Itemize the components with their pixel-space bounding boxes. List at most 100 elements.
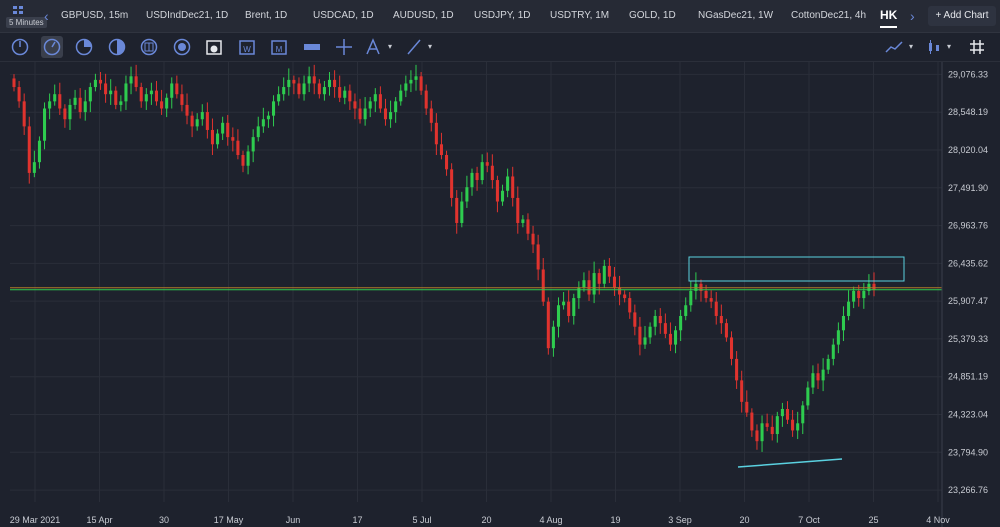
tab-gold[interactable]: GOLD, 1D <box>629 10 676 21</box>
layout-grid-icon[interactable] <box>13 6 23 14</box>
candle-body <box>791 419 795 431</box>
calendar-icon[interactable] <box>205 38 223 56</box>
candle <box>729 331 734 366</box>
caret-down-icon[interactable]: ▾ <box>947 42 952 51</box>
candle <box>648 322 652 344</box>
candle-body <box>394 101 398 113</box>
candle-body <box>333 79 337 88</box>
price-chart[interactable]: 26,066.46 29,076.33 28,548.19 28,020.04 27,… <box>0 62 1000 527</box>
candle <box>93 73 97 92</box>
candle <box>307 66 311 93</box>
time-tick-label: 3 Sep <box>668 515 692 525</box>
candle-body <box>307 76 311 84</box>
candle-body <box>93 79 97 88</box>
candle-body <box>536 244 540 270</box>
calendar-icon[interactable]: M <box>270 38 288 56</box>
tab-usdjpy[interactable]: USDJPY, 1D <box>474 10 531 21</box>
candle <box>389 100 393 128</box>
candle-body <box>704 290 708 299</box>
caret-down-icon[interactable]: ▾ <box>909 42 914 51</box>
candle-body <box>531 233 535 245</box>
candle <box>709 290 713 309</box>
candle-body <box>450 169 454 198</box>
candle <box>129 66 133 95</box>
time-tick-label: 7 Oct <box>798 515 820 525</box>
candle-body <box>439 144 443 156</box>
crosshair-icon[interactable] <box>335 38 353 56</box>
fib-icon[interactable] <box>364 38 382 56</box>
add-chart-button[interactable]: + Add Chart <box>928 6 996 26</box>
candle <box>429 100 433 132</box>
candle <box>338 75 342 103</box>
candle-body <box>129 76 133 84</box>
tab-ngas[interactable]: NGasDec21, 1W <box>698 10 774 21</box>
candle-body <box>612 276 616 288</box>
candle-body <box>663 323 667 334</box>
candle <box>312 64 316 95</box>
candle <box>470 168 474 196</box>
candle-body <box>98 79 103 84</box>
candle <box>287 68 291 96</box>
candle-body <box>32 162 36 173</box>
candle-body <box>124 83 128 102</box>
pie-icon[interactable] <box>75 38 93 56</box>
candle <box>139 82 143 108</box>
indicator-icon[interactable] <box>885 38 903 56</box>
candle-body <box>816 373 820 381</box>
candle <box>419 72 423 95</box>
candle <box>556 297 561 338</box>
candle <box>816 363 820 389</box>
candle <box>190 111 194 138</box>
interval-badge[interactable]: 5 Minutes <box>6 17 47 28</box>
tab-brent[interactable]: Brent, 1D <box>245 10 288 21</box>
candle-body <box>12 78 16 88</box>
tab-audusd[interactable]: AUDUSD, 1D <box>393 10 454 21</box>
candle <box>450 163 454 207</box>
tab-gbpusd[interactable]: GBPUSD, 15m <box>61 10 129 21</box>
candle-body <box>628 298 632 313</box>
line-tool-icon[interactable] <box>405 38 423 56</box>
hashtag-icon[interactable] <box>968 38 986 56</box>
tab-usdtry[interactable]: USDTRY, 1M <box>550 10 610 21</box>
candle-body <box>27 126 31 173</box>
caret-down-icon[interactable]: ▾ <box>388 42 393 51</box>
caret-down-icon[interactable]: ▾ <box>428 42 433 51</box>
circle-grid-icon[interactable] <box>173 38 191 56</box>
candle-body <box>175 83 179 95</box>
clock-icon[interactable] <box>11 38 29 56</box>
candle-body <box>445 155 449 170</box>
calendar-icon[interactable]: W <box>238 38 256 56</box>
candle <box>847 290 851 321</box>
candle-body <box>775 416 779 435</box>
candle-type-icon[interactable] <box>925 38 943 56</box>
candle-body <box>282 87 286 95</box>
candle-body <box>841 315 845 331</box>
price-tick-label: 23,794.90 <box>948 447 988 457</box>
half-circle-icon[interactable] <box>108 38 126 56</box>
candle-body <box>719 315 723 324</box>
candle <box>628 292 632 319</box>
candle <box>348 84 352 110</box>
clock-icon[interactable] <box>43 38 61 56</box>
candle <box>577 281 581 309</box>
chevron-left-icon[interactable]: ‹ <box>44 8 49 24</box>
ruler-icon[interactable] <box>303 38 321 56</box>
candle-body <box>658 315 662 324</box>
candle-body <box>597 273 601 284</box>
candle-body <box>862 290 866 299</box>
candle <box>180 84 184 112</box>
candle <box>48 93 52 120</box>
candle-body <box>185 104 189 116</box>
tab-usdcad[interactable]: USDCAD, 1D <box>313 10 374 21</box>
candle <box>526 213 530 241</box>
circle-grid-icon[interactable] <box>140 38 158 56</box>
tab-usdind[interactable]: USDIndDec21, 1D <box>146 10 229 21</box>
candle-body <box>495 180 499 202</box>
candle-body <box>368 101 372 109</box>
candle <box>63 104 67 128</box>
chevron-right-icon[interactable]: › <box>910 8 915 24</box>
tab-hk[interactable]: HK <box>880 8 898 28</box>
candle <box>205 102 209 139</box>
candle-body <box>343 90 347 98</box>
tab-cotton[interactable]: CottonDec21, 4h <box>791 10 867 21</box>
